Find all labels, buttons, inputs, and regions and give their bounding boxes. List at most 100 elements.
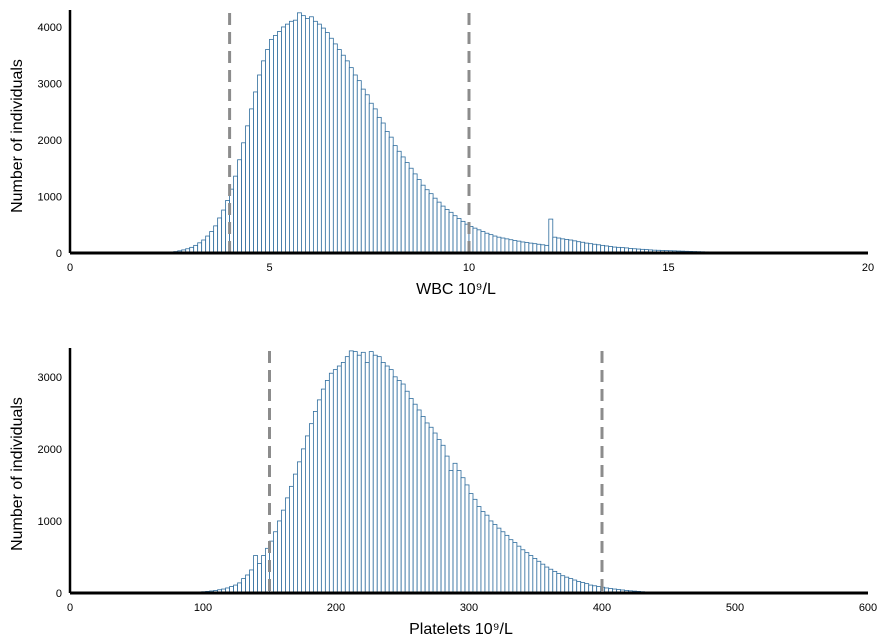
plt-histogram-bar — [360, 351, 366, 594]
plt-histogram-bar — [468, 493, 474, 594]
plt-y-tick-label: 2000 — [38, 444, 62, 456]
platelets-x-tick-labels: 0 100 200 300 400 500 600 — [67, 602, 877, 614]
wbc-histogram-bar — [368, 102, 374, 254]
wbc-y-axis-title: Number of individuals — [9, 59, 26, 213]
wbc-histogram-bar — [360, 88, 366, 254]
plt-histogram-bar — [301, 448, 306, 594]
wbc-y-tick-label: 3000 — [38, 78, 62, 90]
plt-histogram-bar — [580, 582, 586, 594]
wbc-histogram-bar — [428, 193, 434, 254]
wbc-histogram-bar — [436, 201, 442, 254]
plt-histogram-bar — [285, 497, 290, 594]
plt-histogram-bar — [316, 399, 322, 594]
plt-histogram-bar — [253, 555, 258, 594]
wbc-histogram-bar — [516, 240, 522, 254]
plt-histogram-bar — [237, 582, 242, 594]
wbc-histogram-bar — [237, 159, 242, 254]
plt-histogram-bar — [281, 509, 286, 594]
wbc-histogram-bar — [205, 235, 211, 254]
plt-histogram-bar — [372, 354, 378, 594]
plt-histogram-bar — [560, 575, 566, 594]
wbc-histogram-bar — [320, 27, 326, 254]
plt-histogram-bar — [348, 350, 354, 594]
plt-histogram-bar — [324, 380, 330, 594]
plt-histogram-bar — [392, 376, 398, 594]
plt-x-tick-label: 100 — [194, 602, 212, 614]
wbc-histogram-bar — [476, 229, 482, 254]
plt-histogram-bar — [492, 524, 498, 594]
plt-histogram-bar — [332, 369, 338, 594]
wbc-histogram-bar — [380, 122, 386, 254]
plt-x-tick-label: 500 — [726, 602, 744, 614]
plt-histogram-bar — [416, 409, 422, 594]
plt-histogram-bar — [452, 462, 458, 594]
wbc-histogram-bar — [556, 237, 562, 254]
plt-histogram-bar — [396, 380, 402, 594]
wbc-histogram-bar — [257, 74, 262, 254]
plt-histogram-bar — [552, 570, 558, 594]
wbc-histogram-bar — [520, 241, 526, 254]
wbc-x-tick-label: 15 — [662, 262, 674, 274]
plt-histogram-bar — [245, 574, 250, 594]
wbc-histogram-bar — [297, 12, 302, 254]
plt-histogram-bar — [432, 432, 438, 594]
plt-histogram-bar — [257, 563, 262, 594]
platelets-threshold-lines — [268, 351, 604, 593]
wbc-histogram-bar — [580, 241, 586, 254]
plt-histogram-bar — [488, 520, 494, 594]
wbc-histogram-bar — [564, 239, 570, 254]
wbc-histogram-bar — [352, 74, 358, 254]
wbc-histogram-bar — [568, 239, 574, 254]
wbc-histogram-bar — [265, 49, 270, 254]
wbc-histogram-bar — [273, 35, 278, 254]
plt-histogram-bar — [336, 365, 342, 594]
plt-histogram-bar — [328, 372, 334, 594]
wbc-histogram-chart: Number of individuals 01000200030004000 … — [9, 10, 874, 298]
wbc-histogram-bar — [408, 167, 414, 254]
wbc-histogram-bar — [440, 205, 446, 254]
plt-histogram-bar — [440, 444, 446, 594]
wbc-histogram-bar — [472, 227, 478, 254]
wbc-histogram-bar — [572, 240, 578, 254]
wbc-histogram-bar — [301, 15, 306, 254]
wbc-histogram-bar — [221, 209, 227, 254]
plt-histogram-bar — [297, 461, 302, 594]
plt-histogram-bar — [420, 416, 426, 594]
wbc-histogram-bar — [289, 20, 294, 254]
wbc-histogram-bar — [444, 209, 450, 254]
wbc-y-tick-label: 0 — [56, 248, 62, 260]
plt-histogram-bar — [352, 351, 358, 594]
plt-histogram-bar — [460, 477, 466, 594]
plt-histogram-bar — [516, 545, 522, 594]
wbc-histogram-bar — [324, 32, 330, 254]
wbc-histogram-bar — [552, 236, 558, 254]
plt-histogram-bar — [408, 398, 414, 594]
wbc-histogram-bar — [452, 215, 458, 254]
plt-histogram-bar — [320, 388, 326, 594]
plt-histogram-bar — [344, 356, 350, 594]
plt-histogram-bar — [249, 569, 254, 594]
wbc-histogram-bar — [460, 220, 466, 254]
wbc-histogram-bar — [504, 238, 510, 254]
wbc-histogram-bar — [340, 54, 346, 254]
plt-histogram-bar — [289, 485, 294, 594]
platelets-x-axis-title: Platelets 10⁹/L — [409, 621, 513, 638]
plt-histogram-bar — [532, 558, 538, 594]
wbc-x-tick-label: 20 — [862, 262, 874, 274]
wbc-histogram-bar — [412, 173, 418, 254]
wbc-x-tick-label: 10 — [463, 262, 475, 274]
wbc-histogram-bar — [376, 116, 382, 254]
wbc-histogram-bar — [241, 142, 246, 254]
plt-histogram-bar — [512, 542, 518, 594]
wbc-histogram-bar — [524, 242, 530, 254]
plt-histogram-bar — [356, 354, 362, 594]
plt-histogram-bar — [556, 573, 562, 594]
wbc-histogram-bar — [305, 18, 310, 254]
plt-histogram-bar — [388, 369, 394, 594]
plt-y-tick-label: 0 — [56, 588, 62, 600]
plt-histogram-bar — [312, 411, 318, 594]
wbc-histogram-bar — [316, 23, 322, 254]
wbc-histogram-bar — [492, 235, 498, 254]
plt-histogram-bar — [424, 422, 430, 594]
wbc-histogram-bar — [420, 184, 426, 254]
